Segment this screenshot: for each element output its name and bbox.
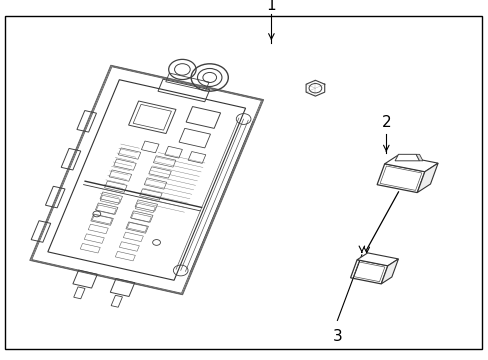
Polygon shape xyxy=(416,163,437,193)
Text: 3: 3 xyxy=(332,329,342,345)
Polygon shape xyxy=(415,154,422,161)
Polygon shape xyxy=(305,80,324,96)
Polygon shape xyxy=(381,259,398,284)
Polygon shape xyxy=(356,253,398,266)
Text: 2: 2 xyxy=(381,114,390,130)
Text: 1: 1 xyxy=(266,0,276,13)
Polygon shape xyxy=(394,154,419,161)
Polygon shape xyxy=(384,155,437,172)
